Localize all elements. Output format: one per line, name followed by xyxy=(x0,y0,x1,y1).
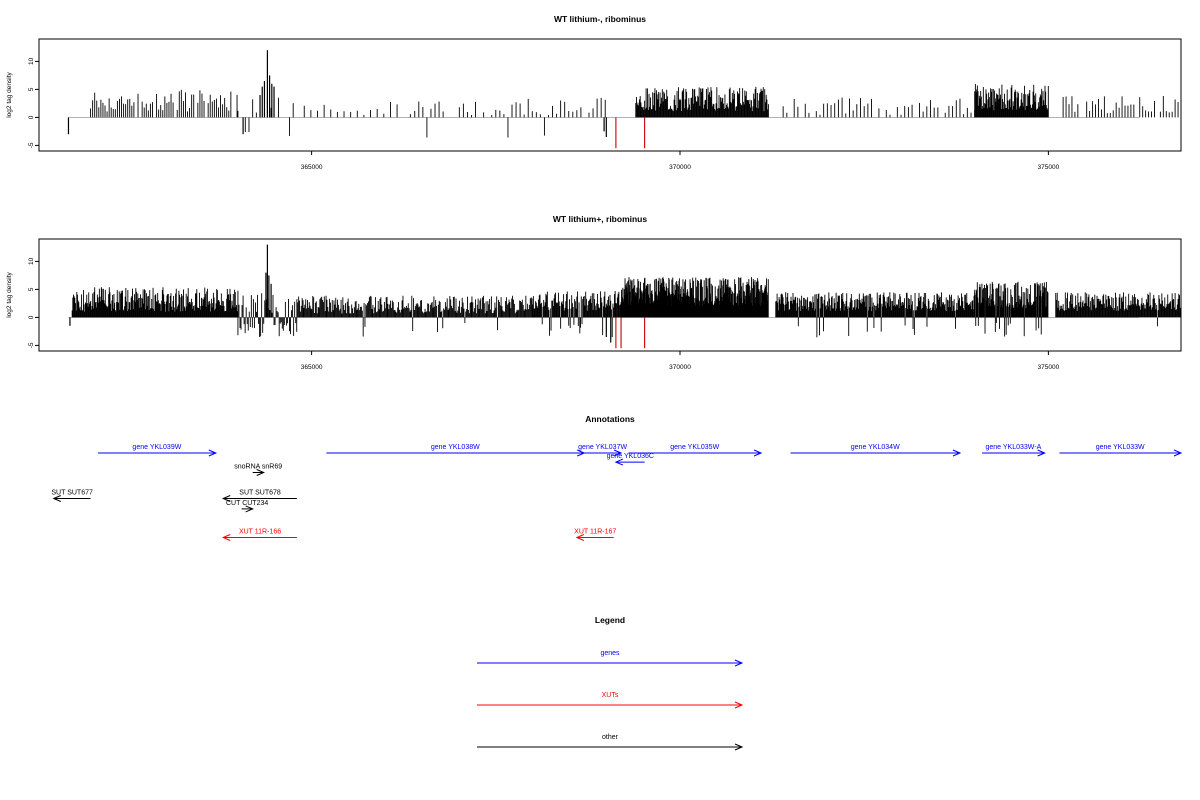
plot-frame xyxy=(38,238,1182,352)
plot-frame xyxy=(38,38,1182,152)
annotation-feature: XUT 11R-167 xyxy=(574,529,616,541)
feature-label: SUT SUT677 xyxy=(51,490,93,497)
y-tick-label: 5 xyxy=(28,87,35,91)
x-tick-label: 365000 xyxy=(301,364,323,371)
track-lithium-plus: WT lithium+, ribominus log2 tag density -5… xyxy=(6,214,1182,371)
annotation-feature: gene YKL033W-A xyxy=(982,444,1046,457)
y-axis-label: log2 tag density xyxy=(6,71,13,117)
legend-title: Legend xyxy=(595,615,625,625)
arrow-head xyxy=(614,458,624,466)
arrow-head xyxy=(245,505,254,513)
feature-label: gene YKL033W xyxy=(1096,444,1145,451)
arrow-head xyxy=(753,449,763,457)
arrow-head xyxy=(52,495,61,502)
feature-label: gene YKL037W xyxy=(578,444,627,451)
feature-label: snoRNA snR69 xyxy=(234,464,282,471)
feature-label: gene YKL035W xyxy=(670,444,719,451)
arrow-head xyxy=(208,449,218,457)
chart-title: WT lithium+, ribominus xyxy=(553,214,647,224)
annotation-feature: gene YKL038W xyxy=(326,444,586,457)
annotation-feature: snoRNA snR69 xyxy=(234,464,282,476)
x-tick-label: 365000 xyxy=(301,164,323,171)
annotation-feature: CUT CUT234 xyxy=(226,500,268,513)
arrow-head xyxy=(221,534,231,541)
y-tick-label: -5 xyxy=(28,142,35,148)
arrow-head xyxy=(575,534,585,541)
x-tick-label: 370000 xyxy=(669,164,691,171)
annotation-feature: gene YKL034W xyxy=(790,444,962,457)
legend-item: other xyxy=(477,734,744,751)
feature-label: gene YKL033W-A xyxy=(985,444,1041,451)
feature-label: CUT CUT234 xyxy=(226,500,268,507)
legend-label: XUTs xyxy=(602,692,619,699)
feature-label: SUT SUT678 xyxy=(239,490,281,497)
legend-arrow-head xyxy=(734,743,744,751)
y-tick-label: 10 xyxy=(28,57,35,65)
annotation-feature: gene YKL033W xyxy=(1059,444,1183,457)
feature-label: gene YKL038W xyxy=(431,444,480,451)
legend-item: genes xyxy=(477,650,744,667)
arrow-head xyxy=(1173,449,1183,457)
annotations-title: Annotations xyxy=(585,414,635,424)
legend-label: genes xyxy=(600,650,620,657)
y-tick-label: 0 xyxy=(28,115,35,119)
feature-label: gene YKL039W xyxy=(132,444,181,451)
arrow-head xyxy=(952,449,962,457)
y-tick-label: 0 xyxy=(28,315,35,319)
y-axis-label: log2 tag density xyxy=(6,271,13,317)
feature-label: gene YKL034W xyxy=(851,444,900,451)
annotation-feature: gene YKL035W xyxy=(628,444,763,457)
x-tick-label: 375000 xyxy=(1038,364,1060,371)
density-bars xyxy=(90,83,1182,138)
annotation-feature: XUT 11R-166 xyxy=(221,529,297,541)
legend-arrow-head xyxy=(734,701,744,709)
chart-title: WT lithium-, ribominus xyxy=(554,14,646,24)
feature-label: XUT 11R-167 xyxy=(574,529,616,536)
annotation-feature: SUT SUT678 xyxy=(221,490,297,502)
legend-item: XUTs xyxy=(477,692,744,709)
density-bars xyxy=(71,277,1182,338)
feature-label: gene YKL036C xyxy=(607,453,654,460)
x-tick-label: 375000 xyxy=(1038,164,1060,171)
y-tick-label: 10 xyxy=(28,257,35,265)
arrow-head xyxy=(221,495,231,502)
arrow-head xyxy=(1037,449,1046,457)
track-lithium-minus: WT lithium-, ribominus log2 tag density -5… xyxy=(6,14,1182,171)
annotation-feature: SUT SUT677 xyxy=(51,490,93,502)
feature-label: XUT 11R-166 xyxy=(239,529,281,536)
annotation-feature: gene YKL039W xyxy=(97,444,218,457)
y-tick-label: 5 xyxy=(28,287,35,291)
x-tick-label: 370000 xyxy=(669,364,691,371)
legend-label: other xyxy=(602,734,619,741)
annotation-feature: gene YKL036C xyxy=(607,453,654,466)
legend-arrow-head xyxy=(734,659,744,667)
arrow-head xyxy=(256,469,265,476)
annotations-panel: Annotations gene YKL039W gene YKL038W gene … xyxy=(51,414,1183,541)
y-tick-label: -5 xyxy=(28,342,35,348)
annotation-feature: gene YKL037W xyxy=(578,444,627,457)
legend-panel: Legend genes XUTs other xyxy=(477,615,744,751)
arrow-head xyxy=(613,449,623,457)
